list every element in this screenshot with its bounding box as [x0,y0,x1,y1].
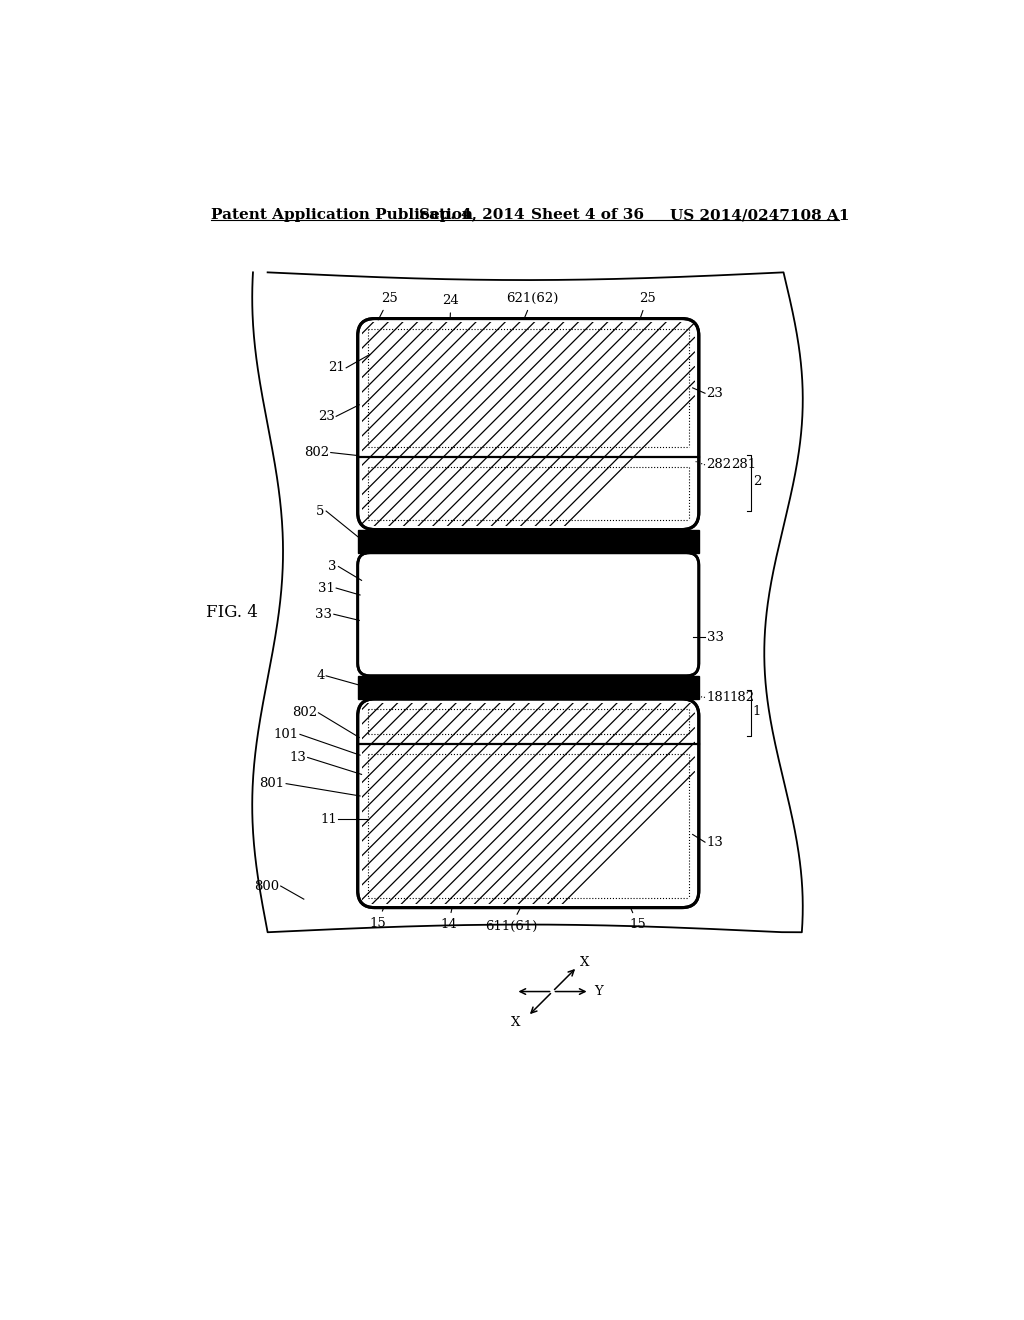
Text: 11: 11 [321,813,337,825]
Text: 1: 1 [753,705,761,718]
Text: 281: 281 [731,458,757,471]
Text: 23: 23 [317,409,335,422]
Text: 25: 25 [378,292,397,319]
Text: 800: 800 [254,879,280,892]
Text: 23: 23 [707,387,723,400]
Text: 802: 802 [292,706,316,719]
Bar [361,322,695,525]
FancyBboxPatch shape [357,318,698,529]
Text: 15: 15 [370,908,386,929]
Text: 801: 801 [259,777,285,791]
Text: 2: 2 [753,475,761,488]
Text: 4: 4 [316,669,325,682]
Text: X: X [511,1016,520,1028]
Text: 25: 25 [639,292,655,319]
Text: 611(61): 611(61) [484,908,538,933]
Text: 3: 3 [329,560,337,573]
Text: 802: 802 [304,446,330,459]
Text: Sep. 4, 2014: Sep. 4, 2014 [419,209,525,223]
Text: US 2014/0247108 A1: US 2014/0247108 A1 [670,209,849,223]
Text: 15: 15 [630,908,646,931]
Text: 101: 101 [273,727,298,741]
Text: FIG. 4: FIG. 4 [206,605,258,622]
Text: 5: 5 [316,504,325,517]
Text: 33: 33 [707,631,724,644]
Bar [357,676,698,700]
Text: 31: 31 [317,582,335,594]
Text: 14: 14 [440,908,457,931]
Text: 24: 24 [442,294,459,318]
Bar [361,702,695,904]
Text: Sheet 4 of 36: Sheet 4 of 36 [531,209,644,223]
Text: 33: 33 [315,607,333,620]
Text: X: X [581,956,590,969]
Text: 21: 21 [328,362,345,375]
Text: 182: 182 [730,690,755,704]
Text: 282: 282 [707,458,731,471]
Bar [357,529,698,553]
Text: 181: 181 [707,690,731,704]
Text: Y: Y [594,985,603,998]
Text: 13: 13 [289,751,306,764]
Text: Patent Application Publication: Patent Application Publication [211,209,473,223]
FancyBboxPatch shape [357,700,698,908]
Text: 13: 13 [707,836,723,849]
FancyBboxPatch shape [357,553,698,676]
Text: 621(62): 621(62) [506,292,559,318]
